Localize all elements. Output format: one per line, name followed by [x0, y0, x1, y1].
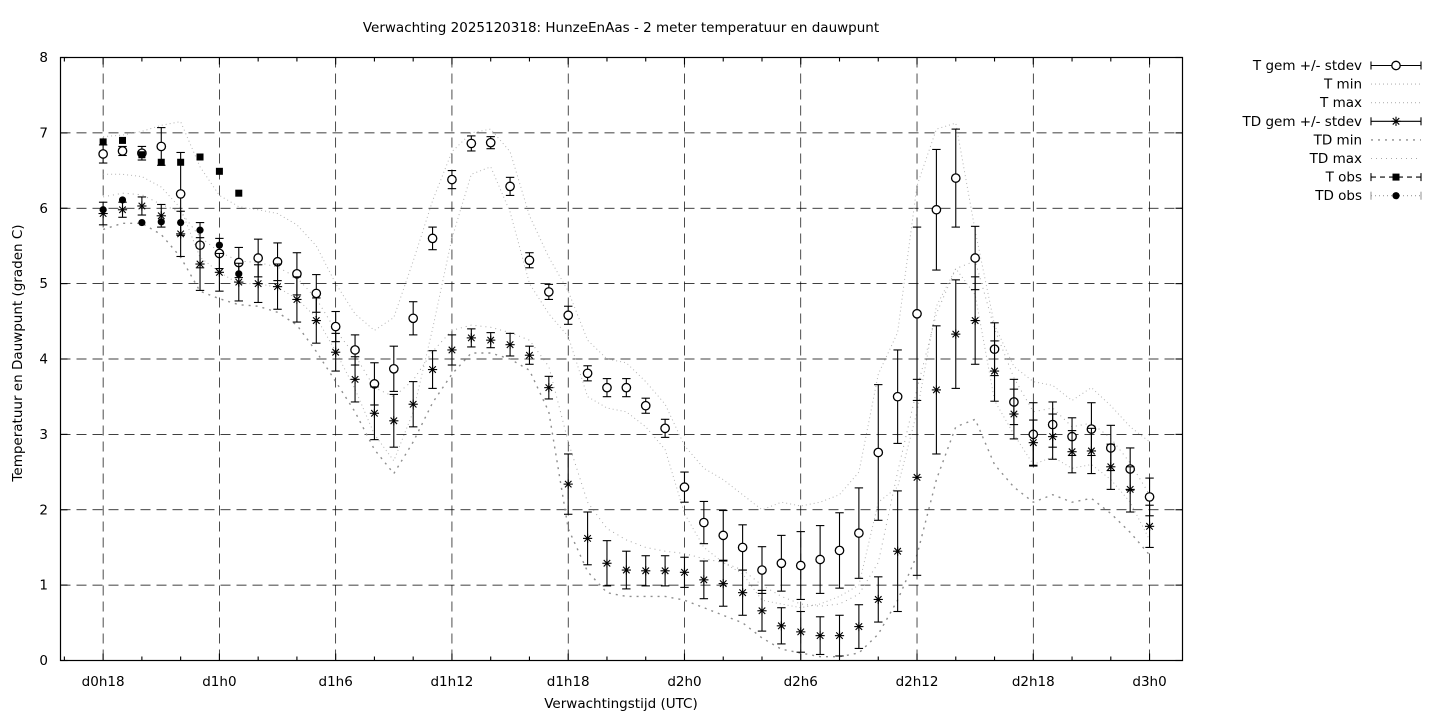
series-td_min [102, 222, 1151, 658]
y-tick-label: 7 [39, 125, 48, 141]
tick-labels: d0h18 d1h0 d1h6 d1h12 d1h18 d2h0 d2h6 d2h12 d2h1… [39, 50, 1166, 690]
x-tick-label: d0h18 [82, 674, 125, 690]
x-tick-label: d2h6 [784, 674, 818, 690]
y-tick-label: 0 [39, 653, 48, 669]
series-t_gem [98, 127, 1155, 600]
legend-label: TD obs [1314, 188, 1362, 204]
series-t_obs [99, 136, 243, 197]
legend-label: TD gem +/- stdev [1242, 114, 1362, 130]
legend-item: TD max [1309, 151, 1421, 167]
series-td_max [103, 192, 1151, 607]
y-tick-label: 8 [39, 50, 48, 66]
series-t_max [103, 121, 1150, 511]
x-tick-label: d2h18 [1012, 674, 1055, 690]
y-tick-label: 1 [39, 578, 48, 594]
y-axis-label: Temperatuur en Dauwpunt (graden C) [10, 224, 26, 482]
x-tick-label: d2h0 [667, 674, 701, 690]
gridlines [60, 57, 1183, 661]
legend-item: TD obs [1314, 188, 1422, 204]
legend-label: T min [1323, 77, 1362, 93]
y-tick-label: 6 [39, 201, 48, 217]
x-tick-label: d1h18 [547, 674, 590, 690]
chart-title: Verwachting 2025120318: HunzeEnAas - 2 m… [362, 20, 880, 36]
x-tick-label: d1h12 [430, 674, 473, 690]
legend-item: T min [1323, 77, 1421, 93]
y-tick-label: 5 [39, 276, 48, 292]
legend-item: T gem +/- stdev [1252, 58, 1422, 74]
legend-label: T gem +/- stdev [1252, 58, 1362, 74]
legend-item: T max [1319, 95, 1421, 111]
legend-label: T max [1319, 95, 1362, 111]
legend-label: TD max [1309, 151, 1362, 167]
x-tick-label: d1h6 [319, 674, 353, 690]
series-td_obs [99, 196, 243, 278]
x-axis-label: Verwachtingstijd (UTC) [544, 696, 698, 712]
x-tick-label: d3h0 [1132, 674, 1166, 690]
series-td_gem [98, 196, 1155, 657]
legend-label: T obs [1325, 170, 1362, 186]
legend-item: TD min [1313, 132, 1421, 148]
y-tick-label: 4 [39, 352, 48, 368]
y-tick-label: 2 [39, 502, 48, 518]
x-tick-label: d2h12 [896, 674, 939, 690]
legend-label: TD min [1313, 132, 1362, 148]
legend: T gem +/- stdev T min T max TD gem +/- stde… [1242, 58, 1422, 204]
legend-item: T obs [1325, 170, 1422, 186]
y-tick-label: 3 [39, 427, 48, 443]
x-tick-label: d1h0 [202, 674, 236, 690]
legend-item: TD gem +/- stdev [1242, 114, 1422, 130]
axes [59, 56, 1184, 662]
